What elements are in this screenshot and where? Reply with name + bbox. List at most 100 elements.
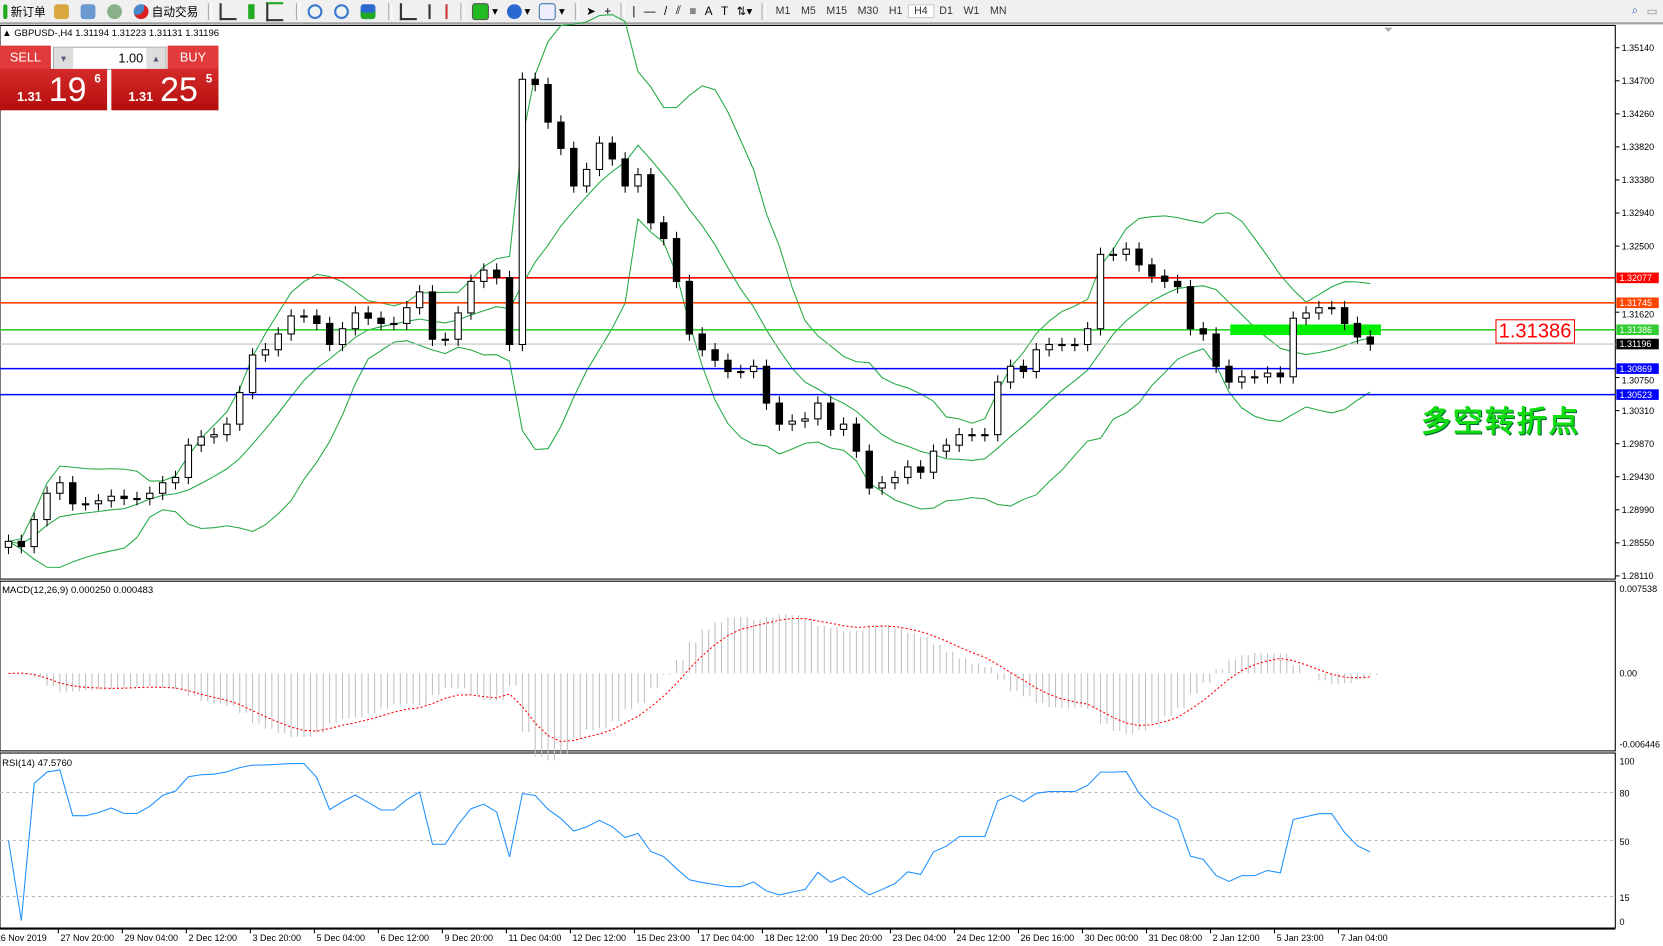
candle-bull <box>184 444 193 479</box>
candle-bear <box>1186 286 1195 330</box>
price-line-label-bg <box>1616 324 1659 336</box>
templates-button[interactable]: ▾ <box>536 1 568 21</box>
new-order-button[interactable]: 新订单 <box>0 1 49 21</box>
lot-increase-button[interactable]: ▲ <box>146 47 166 69</box>
vertical-line-button[interactable]: | <box>629 1 638 21</box>
lot-stepper[interactable]: ▼ 1.00 ▲ <box>53 46 167 70</box>
equidistant-channel-icon: ⫽ <box>675 4 681 17</box>
timeframe-m5[interactable]: M5 <box>801 5 816 17</box>
zoom-in-button[interactable] <box>304 1 328 21</box>
scroll-end-button[interactable] <box>397 1 424 21</box>
timeframe-m30[interactable]: M30 <box>857 5 879 17</box>
time-tick-label: 23 Dec 04:00 <box>893 933 947 943</box>
candle-bull <box>749 365 758 373</box>
time-tick-label: 5 Dec 04:00 <box>316 933 365 943</box>
candle-bear <box>377 317 385 324</box>
candlestick-button[interactable] <box>245 1 261 21</box>
candle-bear <box>313 315 321 324</box>
rsi-tick-label: 15 <box>1620 893 1630 903</box>
reversal-point-annotation[interactable]: 多空转折点 <box>1421 405 1581 439</box>
candle-bull <box>1302 312 1310 319</box>
candles <box>4 72 1375 555</box>
price-line-label: 1.32077 <box>1620 273 1653 283</box>
chart-shift-marker <box>1384 27 1393 32</box>
search-button[interactable]: ⌕ <box>1628 1 1641 21</box>
candle-bull <box>467 280 475 314</box>
new-chart-button[interactable]: ▾ <box>469 1 501 21</box>
auto-trading-button[interactable]: 自动交易 <box>130 1 201 21</box>
tile-windows-button[interactable] <box>357 1 381 21</box>
signals-button[interactable] <box>104 1 128 21</box>
separator <box>295 2 301 20</box>
timeframe-h1[interactable]: H1 <box>888 5 903 17</box>
equidistant-channel-button[interactable]: ⫽ <box>673 1 685 21</box>
line-chart-button[interactable] <box>263 1 290 21</box>
horizontal-line-icon: — <box>643 4 656 18</box>
line-chart-icon <box>266 1 284 21</box>
candle-bear <box>69 482 77 505</box>
price-tick-label: 1.34700 <box>1622 76 1655 86</box>
price-label-annotation[interactable]: 1.31386 <box>1495 319 1575 344</box>
bar-chart-button[interactable] <box>216 1 243 21</box>
time-tick-label: 19 Dec 20:00 <box>829 933 883 943</box>
arrows-button[interactable]: ⇅▾ <box>733 1 755 21</box>
candle-bull <box>942 444 951 452</box>
price-line-label: 1.31196 <box>1620 339 1652 349</box>
expert-button[interactable] <box>51 1 75 21</box>
candle-bull <box>1122 248 1130 255</box>
rsi-label: RSI(14) 47.5760 <box>2 758 72 769</box>
chart-shift-button[interactable] <box>425 1 454 21</box>
candle-bull <box>1058 343 1066 347</box>
text-button[interactable]: A <box>702 1 716 21</box>
buy-price[interactable]: 1.31 25 5 <box>111 68 219 111</box>
pane-frame <box>0 580 1616 752</box>
sell-button[interactable]: SELL <box>0 45 51 70</box>
sell-price[interactable]: 1.31 19 6 <box>0 68 108 111</box>
candle-bear <box>1161 275 1169 282</box>
price-line-label-bg <box>1616 389 1659 400</box>
price-tick-label: 1.31620 <box>1622 310 1655 320</box>
navigator-button[interactable] <box>77 1 101 21</box>
rsi-pane <box>0 763 1616 921</box>
symbol-ohlc: GBPUSD-,H4 1.31194 1.31223 1.31131 1.311… <box>14 27 220 39</box>
candle-bull <box>223 423 231 436</box>
text-label-icon: T <box>721 4 729 18</box>
lot-input[interactable]: 1.00 <box>118 50 144 66</box>
candle-bear <box>544 84 552 123</box>
crosshair-icon: + <box>604 4 612 18</box>
zoom-out-button[interactable] <box>331 1 355 21</box>
timeframe-w1[interactable]: W1 <box>963 5 980 17</box>
fibonacci-button[interactable]: ≡ <box>686 1 699 21</box>
text-label-button[interactable]: T <box>718 1 732 21</box>
trendline-button[interactable]: / <box>661 1 671 21</box>
candle-bull <box>30 519 38 548</box>
timeframe-d1[interactable]: D1 <box>939 5 953 17</box>
pane-frame <box>0 752 1616 929</box>
timeframe-m1[interactable]: M1 <box>775 5 791 17</box>
candle-bull <box>839 423 848 430</box>
chat-button[interactable]: ▭ <box>1643 1 1660 21</box>
candle-bull <box>1032 349 1040 373</box>
candle-bear <box>608 142 617 160</box>
lot-decrease-button[interactable]: ▼ <box>54 47 74 69</box>
time-tick-label: 24 Dec 12:00 <box>957 933 1011 943</box>
timeframe-mn[interactable]: MN <box>990 5 1007 17</box>
bar-chart-icon <box>219 2 237 20</box>
candle-bull <box>338 328 347 346</box>
crosshair-button[interactable]: + <box>601 1 614 21</box>
timeframe-m15[interactable]: M15 <box>826 5 847 17</box>
timeframe-h4[interactable]: H4 <box>907 4 935 19</box>
horizontal-line-button[interactable]: — <box>641 1 659 21</box>
periodicity-button[interactable]: ▾ <box>503 1 533 21</box>
cursor-button[interactable]: ➤ <box>583 1 599 21</box>
price-line-label: 1.30523 <box>1620 390 1653 400</box>
scroll-end-icon <box>399 2 417 20</box>
candle-bear <box>1173 280 1182 288</box>
price-tick-label: 1.33820 <box>1622 142 1655 152</box>
buy-button[interactable]: BUY <box>167 45 219 70</box>
candle-bull <box>146 492 154 500</box>
time-tick-label: 5 Jan 23:00 <box>1277 933 1324 943</box>
templates-icon <box>538 2 556 20</box>
separator <box>574 2 579 20</box>
